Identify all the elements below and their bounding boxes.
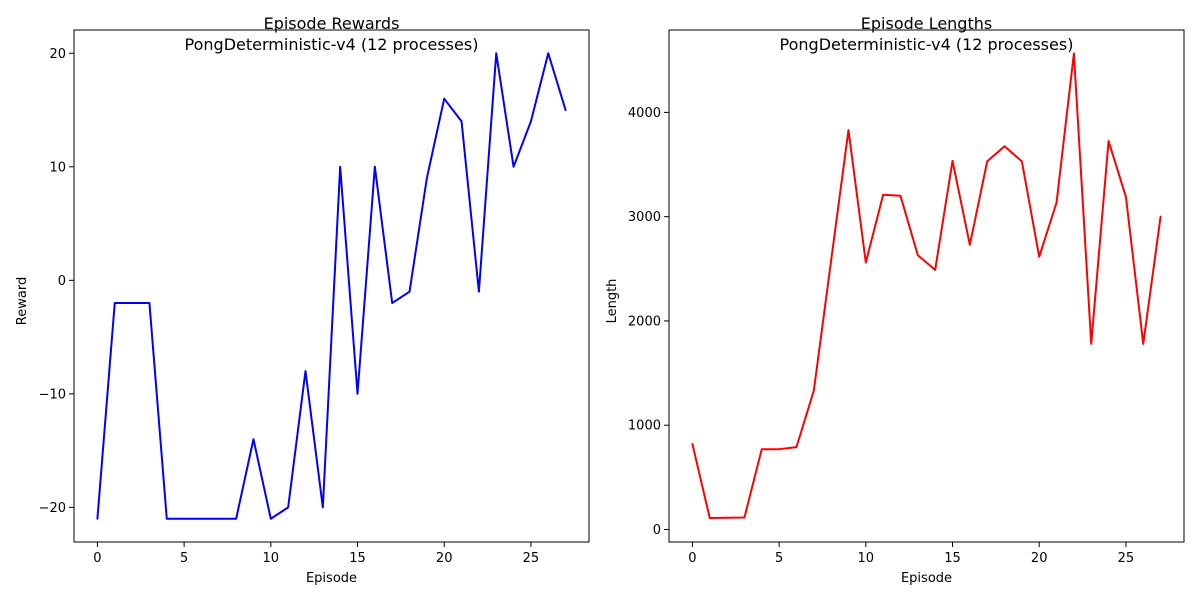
chart-rewards-ylabel: Reward (15, 277, 30, 325)
rewards-axes-frame (73, 29, 590, 543)
rewards-y-tick-label: 20 (49, 47, 66, 62)
chart-rewards-plot-area: 0 5 10 15 20 25 −20 −10 0 10 20 (39, 29, 590, 566)
rewards-y-tick-label: 10 (49, 160, 66, 175)
rewards-series-line-0 (96, 52, 567, 520)
lengths-x-tick-label: 0 (688, 551, 696, 566)
rewards-x-tick-label: 25 (523, 551, 540, 566)
lengths-x-tick-label: 15 (944, 551, 961, 566)
rewards-x-tick-label: 20 (436, 551, 453, 566)
chart-lengths-subtitle: PongDeterministic-v4 (12 processes) (780, 35, 1074, 54)
chart-lengths-xlabel: Episode (901, 571, 952, 586)
lengths-x-tick-label: 5 (775, 551, 783, 566)
lengths-y-tick-label: 4000 (628, 106, 661, 121)
rewards-x-tick-label: 15 (349, 551, 366, 566)
rewards-y-tick-label: −20 (39, 501, 66, 516)
chart-rewards-xlabel: Episode (306, 571, 357, 586)
rewards-y-tick-label: −10 (39, 387, 66, 402)
rewards-x-tick-label: 5 (180, 551, 188, 566)
lengths-x-tick-label: 20 (1031, 551, 1048, 566)
chart-lengths-title: Episode Lengths (861, 14, 992, 33)
chart-lengths: Episode Lengths PongDeterministic-v4 (12… (605, 14, 1185, 586)
rewards-y-tick-label: 0 (58, 274, 66, 289)
chart-rewards: Episode Rewards PongDeterministic-v4 (12… (15, 14, 590, 586)
lengths-axes-frame (668, 29, 1185, 543)
chart-rewards-title: Episode Rewards (264, 14, 400, 33)
rewards-x-tick-label: 0 (93, 551, 101, 566)
chart-rewards-subtitle: PongDeterministic-v4 (12 processes) (185, 35, 479, 54)
rewards-x-tick-label: 10 (263, 551, 280, 566)
chart-lengths-ylabel: Length (605, 279, 620, 324)
lengths-x-tick-label: 10 (858, 551, 875, 566)
lengths-y-tick-label: 3000 (628, 210, 661, 225)
lengths-y-tick-label: 2000 (628, 314, 661, 329)
lengths-y-tick-label: 0 (653, 523, 661, 538)
lengths-y-tick-label: 1000 (628, 419, 661, 434)
lengths-series-line-0 (691, 52, 1162, 520)
lengths-x-tick-label: 25 (1118, 551, 1135, 566)
chart-lengths-plot-area: 0 5 10 15 20 25 0 1000 2000 3000 4000 (628, 29, 1185, 566)
